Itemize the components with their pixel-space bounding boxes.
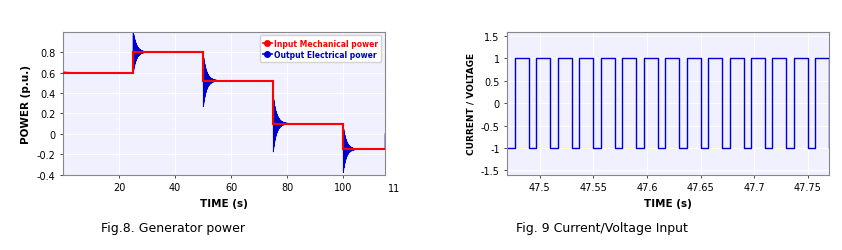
- Text: Fig.8. Generator power: Fig.8. Generator power: [100, 221, 245, 234]
- Legend: Input Mechanical power, Output Electrical power: Input Mechanical power, Output Electrica…: [259, 36, 381, 62]
- Y-axis label: CURRENT / VOLTAGE: CURRENT / VOLTAGE: [466, 53, 476, 154]
- Y-axis label: POWER (p.u.): POWER (p.u.): [21, 64, 31, 143]
- X-axis label: TIME (s): TIME (s): [200, 198, 248, 208]
- Text: 11: 11: [388, 184, 401, 194]
- Text: Fig. 9 Current/Voltage Input: Fig. 9 Current/Voltage Input: [516, 221, 688, 234]
- X-axis label: TIME (s): TIME (s): [644, 198, 692, 208]
